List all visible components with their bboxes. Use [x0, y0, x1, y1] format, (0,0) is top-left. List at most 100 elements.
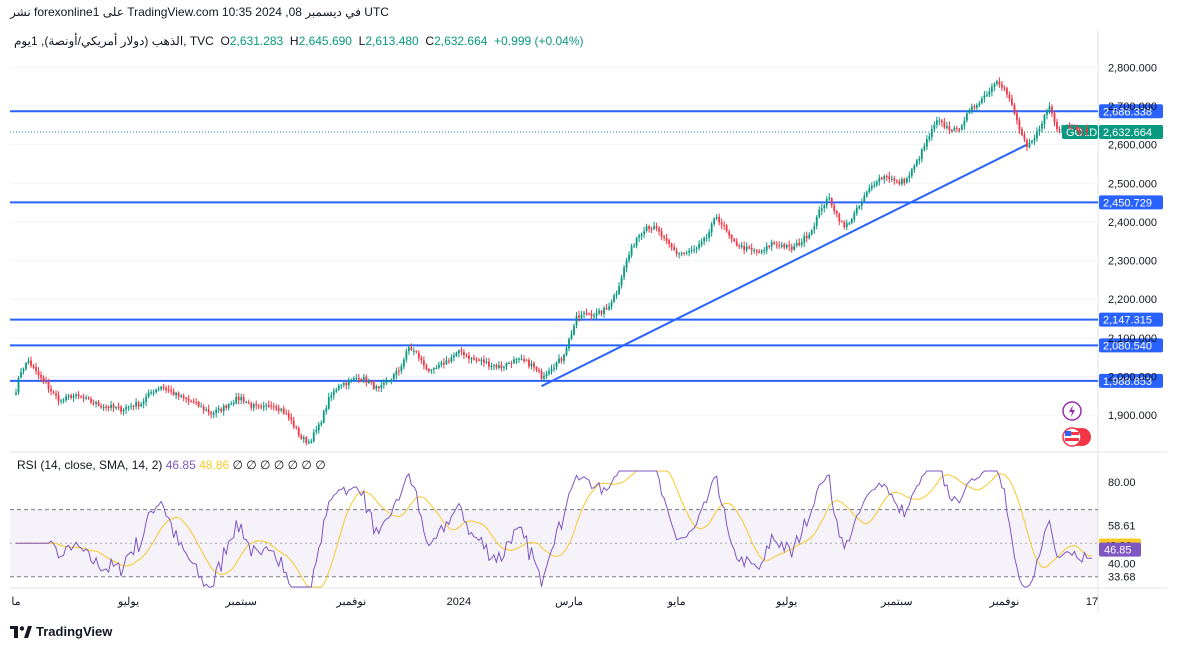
lightning-icon	[1062, 401, 1082, 421]
candle-body	[613, 295, 615, 302]
candle-body	[570, 334, 573, 339]
candle-body	[640, 234, 643, 236]
candle-body	[207, 409, 210, 413]
candle-body	[608, 306, 610, 310]
candle-body	[698, 244, 701, 249]
candle-body	[945, 126, 948, 128]
candle-body	[1073, 127, 1076, 129]
level-price-box	[1099, 338, 1163, 353]
candle-body	[120, 406, 122, 412]
candle-body	[265, 405, 268, 407]
candle-body	[533, 363, 535, 368]
candle-body	[798, 242, 801, 246]
candle-body	[813, 226, 816, 230]
candle-body	[80, 396, 82, 398]
candle-body	[773, 242, 776, 245]
tradingview-logo-icon	[10, 625, 32, 638]
candle-body	[648, 226, 650, 229]
candle-body	[585, 313, 588, 315]
candle-body	[205, 409, 208, 411]
horizontal-levels: 2,686.338 2,450.729 2,147.315 2,080.540 1,98…	[10, 104, 1163, 388]
candle-body	[220, 408, 223, 412]
candle-body	[733, 238, 736, 242]
candle-body	[560, 358, 563, 361]
candle-body	[400, 366, 403, 371]
candle-body	[873, 184, 876, 187]
candle-body	[668, 240, 671, 244]
candle-body	[1053, 113, 1056, 123]
candle-body	[833, 205, 836, 212]
candle-body	[430, 370, 433, 372]
candle-body	[490, 366, 493, 368]
candle-body	[775, 244, 778, 246]
candle-body	[285, 413, 288, 415]
candle-body	[935, 120, 938, 125]
candle-body	[142, 401, 145, 404]
price-tick-label: 1,900.000	[1108, 410, 1157, 422]
time-tick-label: يوليو	[117, 596, 139, 608]
price-tick-label: 2,600.000	[1108, 140, 1157, 152]
last-price-label: 2,632.664	[1103, 127, 1152, 139]
candle-body	[968, 110, 971, 113]
candle-body	[508, 362, 510, 364]
level-price-box	[1099, 195, 1163, 210]
candle-body	[1058, 129, 1061, 131]
time-tick-label: 17	[1086, 596, 1098, 608]
candle-body	[991, 86, 993, 92]
candle-body	[828, 197, 831, 200]
candle-body	[1086, 128, 1088, 133]
candle-body	[32, 365, 35, 368]
level-price-box	[1099, 373, 1163, 388]
candle-body	[888, 176, 891, 180]
candle-body	[262, 405, 265, 408]
candle-body	[412, 350, 415, 352]
candle-body	[295, 426, 298, 428]
price-tick-label: 2,200.000	[1108, 294, 1157, 306]
candle-body	[793, 246, 796, 250]
candle-body	[22, 369, 25, 372]
candle-body	[330, 395, 333, 398]
candle-body	[405, 351, 408, 360]
candle-body	[635, 237, 638, 246]
candle-body	[925, 139, 928, 147]
candle-body	[300, 435, 303, 440]
candle-body	[102, 407, 105, 409]
candle-body	[222, 405, 225, 412]
candle-body	[407, 347, 410, 352]
candle-body	[115, 407, 117, 409]
candle-body	[367, 381, 370, 384]
candle-body	[528, 360, 530, 367]
candle-body	[137, 402, 140, 407]
price-tick-label: 2,000.000	[1108, 372, 1157, 384]
footer-brand[interactable]: TradingView	[10, 624, 112, 639]
candle-body	[530, 363, 533, 367]
candle-body	[705, 237, 708, 239]
candle-body	[950, 129, 953, 132]
candle-body	[370, 381, 373, 383]
candle-body	[1028, 142, 1031, 148]
candle-body	[730, 234, 733, 239]
time-tick-label: مايو	[667, 596, 686, 608]
candle-body	[953, 127, 956, 131]
candle-body	[145, 396, 148, 402]
candle-body	[112, 404, 115, 408]
candle-body	[52, 391, 55, 393]
candle-body	[200, 406, 203, 408]
candle-body	[900, 179, 903, 185]
candle-body	[550, 369, 553, 372]
candle-body	[167, 389, 170, 391]
candle-body	[500, 365, 503, 368]
candle-body	[848, 223, 851, 225]
time-tick-label: نوفمبر	[335, 596, 366, 608]
candle-body	[272, 406, 275, 408]
candle-body	[212, 412, 215, 415]
candle-body	[483, 359, 485, 363]
time-tick-label: مارس	[555, 596, 583, 608]
candle-body	[565, 347, 568, 356]
candle-body	[45, 380, 47, 383]
candle-body	[545, 373, 548, 377]
candle-body	[125, 407, 128, 410]
candle-body	[275, 406, 278, 409]
